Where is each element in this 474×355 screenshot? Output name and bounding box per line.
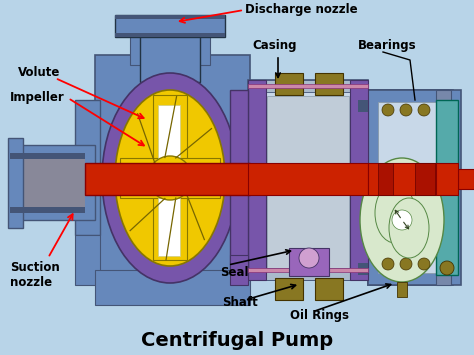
Circle shape — [382, 104, 394, 116]
Bar — [248, 163, 368, 195]
Bar — [10, 207, 85, 213]
Bar — [10, 153, 85, 159]
Bar — [95, 270, 250, 305]
Text: Casing: Casing — [252, 38, 297, 51]
Circle shape — [440, 261, 454, 275]
Text: Centrifugal Pump: Centrifugal Pump — [141, 331, 333, 350]
Bar — [248, 268, 368, 280]
Bar — [230, 255, 248, 285]
Bar — [130, 35, 210, 65]
Bar — [120, 158, 220, 198]
Bar — [397, 282, 407, 297]
Circle shape — [299, 248, 319, 268]
Bar — [289, 248, 329, 276]
Ellipse shape — [360, 158, 444, 282]
Bar — [248, 268, 368, 272]
Bar — [75, 100, 100, 235]
Bar — [436, 90, 451, 285]
Bar — [378, 163, 393, 195]
Text: Volute: Volute — [18, 66, 60, 78]
Text: Impeller: Impeller — [10, 92, 65, 104]
Bar — [368, 90, 448, 285]
Circle shape — [148, 156, 192, 200]
Circle shape — [400, 104, 412, 116]
Bar — [10, 145, 95, 220]
Bar — [267, 96, 349, 276]
Bar — [8, 138, 23, 228]
Bar — [248, 80, 368, 280]
Circle shape — [382, 258, 394, 270]
Bar — [368, 90, 436, 285]
Bar — [248, 84, 368, 88]
Bar — [115, 15, 225, 37]
Bar — [275, 278, 303, 300]
Bar — [315, 278, 343, 300]
Bar — [75, 235, 100, 285]
Circle shape — [418, 104, 430, 116]
Bar — [158, 105, 180, 167]
Bar — [436, 90, 461, 285]
Text: Bearings: Bearings — [358, 38, 417, 51]
Ellipse shape — [389, 198, 429, 258]
Bar — [115, 15, 225, 19]
Bar — [95, 55, 250, 275]
Bar — [368, 163, 436, 195]
Ellipse shape — [102, 73, 238, 283]
Bar — [140, 37, 200, 82]
Bar — [436, 100, 458, 275]
Circle shape — [392, 210, 412, 230]
Bar — [248, 80, 266, 280]
Bar — [358, 100, 368, 112]
Text: Suction
nozzle: Suction nozzle — [10, 261, 60, 289]
Text: Discharge nozzle: Discharge nozzle — [245, 4, 357, 16]
Bar — [368, 90, 453, 285]
Bar — [415, 163, 435, 195]
Bar — [315, 73, 343, 95]
Bar — [153, 95, 187, 260]
Bar — [458, 169, 474, 189]
Circle shape — [158, 166, 182, 190]
Bar — [115, 33, 225, 37]
Bar — [436, 163, 458, 195]
Bar — [248, 80, 368, 92]
Bar — [350, 80, 368, 280]
Text: Oil Rings: Oil Rings — [290, 308, 349, 322]
Circle shape — [400, 258, 412, 270]
Bar — [85, 163, 250, 195]
Bar — [378, 102, 436, 273]
Bar — [358, 100, 368, 275]
Bar — [275, 73, 303, 95]
Bar — [158, 198, 180, 256]
Ellipse shape — [375, 183, 415, 243]
Text: Seal: Seal — [220, 266, 248, 279]
Text: Shaft: Shaft — [222, 295, 258, 308]
Circle shape — [418, 258, 430, 270]
Bar — [358, 263, 368, 275]
Bar — [230, 90, 248, 270]
Ellipse shape — [115, 90, 225, 266]
Bar — [10, 153, 85, 213]
